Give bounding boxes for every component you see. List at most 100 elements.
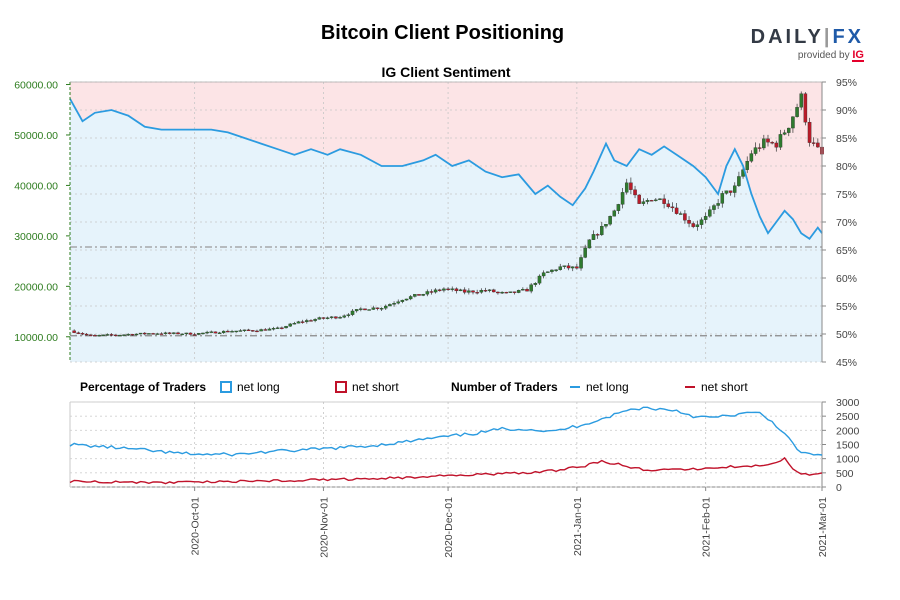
candle-up [608,216,612,225]
brand-provided-by: provided by IG [797,49,864,62]
candle-up [479,290,484,293]
candle-up [392,303,396,305]
candle-down [512,291,517,293]
candle-down [670,206,675,209]
candle-up [305,320,309,323]
candle-up [550,269,554,272]
candle-up [384,305,388,309]
candle-up [654,199,658,201]
candle-up [97,334,101,337]
candle-down [471,290,475,293]
candle-down [176,332,180,335]
candle-up [600,226,604,235]
candle-up [134,333,139,336]
candle-up [350,310,355,315]
candle-up [458,289,463,292]
candle-down [525,289,529,292]
candle-down [770,142,774,144]
candle-up [703,216,708,220]
candle-up [570,266,575,269]
traders-tick-label: 2000 [836,425,860,437]
candle-down [774,142,779,148]
legend-pct-short: net short [335,380,399,394]
legend-num-long: net long [570,380,629,394]
date-tick-label: 2021-Feb-01 [701,497,713,557]
candle-down [143,332,147,335]
candle-up [296,321,301,324]
candle-up [753,147,758,154]
candle-down [309,320,313,322]
candle-up [433,289,438,293]
candle-down [188,332,193,335]
candle-down [504,291,508,294]
ig-logo: IG [852,49,864,62]
candle-up [325,317,330,319]
price-tick-label: 10000.00 [14,332,58,344]
top-grid [70,81,823,487]
candle-up [354,309,359,312]
candle-down [811,142,816,144]
candle-up [317,317,322,320]
candle-down [438,289,442,291]
candle-up [346,314,351,316]
candle-down [84,333,89,336]
candle-up [201,332,205,335]
candle-up [641,201,646,204]
traders-tick-label: 1500 [836,440,860,452]
candle-up [388,304,392,307]
legend-num-heading: Number of Traders [451,380,558,394]
candle-up [242,329,247,332]
candle-up [275,327,280,329]
candle-down [662,198,666,204]
candle-down [113,334,118,337]
candle-down [192,334,197,336]
candle-down [687,220,691,224]
candle-down [757,147,762,149]
price-tick-label: 20000.00 [14,281,58,293]
candle-down [807,121,812,143]
candle-down [816,142,820,148]
candle-down [595,234,600,236]
percentage-tick-label: 90% [836,105,857,117]
candle-down [89,334,93,336]
candle-up [537,275,542,284]
candle-down [93,335,97,337]
candle-up [782,132,787,135]
net-short-traders-line [69,456,823,485]
candle-down [496,291,500,294]
candle-down [462,289,467,293]
traders-tick-label: 0 [836,482,842,494]
price-tick-label: 30000.00 [14,231,58,243]
candle-up [313,319,317,321]
candle-up [217,332,222,334]
candle-up [126,334,130,336]
candle-up [699,219,704,225]
legend-num-short: net short [685,380,748,394]
candle-up [288,323,292,327]
candle-up [425,291,430,295]
percentage-tick-label: 80% [836,161,857,173]
candle-down [629,182,633,190]
candle-down [300,321,305,323]
candle-up [720,193,725,204]
percentage-tick-label: 70% [836,217,857,229]
candle-up [379,308,384,310]
candle-up [624,182,629,193]
candle-down [167,332,172,334]
date-tick-label: 2020-Dec-01 [443,497,455,558]
candle-up [645,200,650,202]
candle-up [546,271,550,273]
candle-up [612,210,617,217]
candle-down [151,333,155,335]
candle-up [267,328,272,331]
traders-tick-label: 1000 [836,454,860,466]
candle-up [529,284,533,292]
candle-up [329,316,334,318]
candle-up [284,326,288,329]
candle-up [292,323,297,325]
candle-up [367,309,371,311]
date-tick-label: 2021-Mar-01 [817,497,829,557]
candle-up [616,204,621,211]
candle-up [404,298,409,301]
